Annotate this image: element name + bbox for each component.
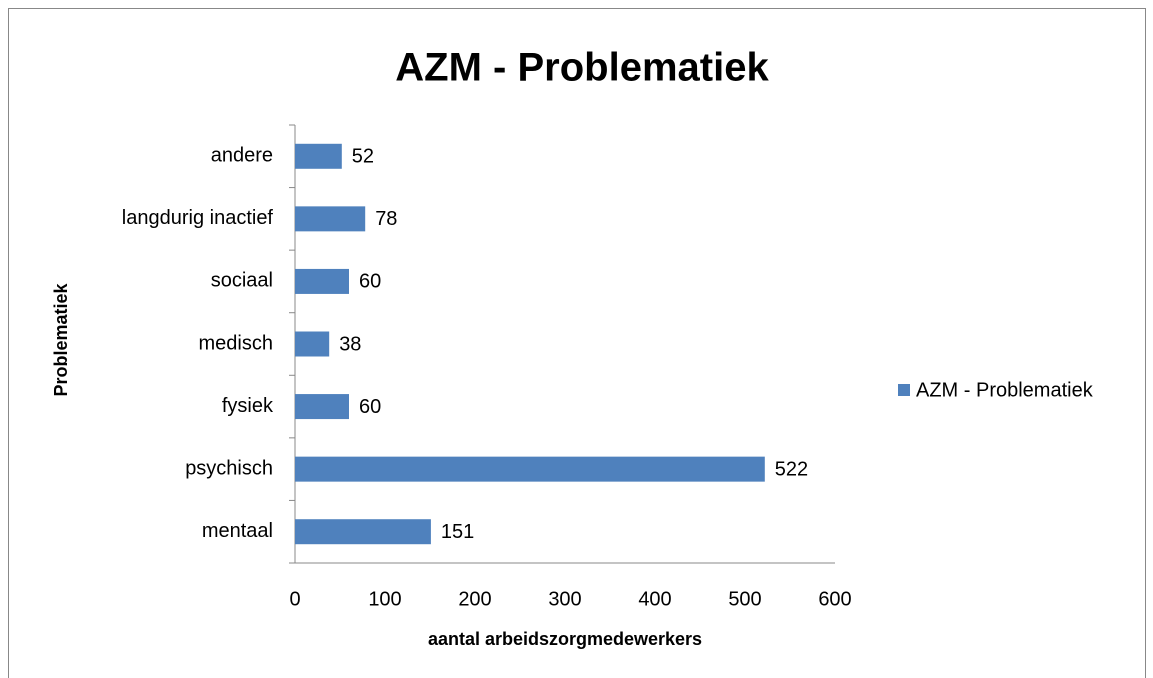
y-tick-label: sociaal bbox=[211, 270, 273, 292]
y-tick-label: medisch bbox=[199, 332, 273, 354]
bar bbox=[295, 394, 349, 420]
data-label: 78 bbox=[375, 208, 397, 230]
y-tick-label: fysiek bbox=[222, 395, 274, 417]
x-tick-label: 300 bbox=[548, 588, 581, 610]
bar bbox=[295, 206, 366, 232]
bar bbox=[295, 331, 330, 357]
data-label: 38 bbox=[339, 333, 361, 355]
x-tick-label: 200 bbox=[458, 588, 491, 610]
legend-label: AZM - Problematiek bbox=[916, 379, 1094, 401]
bar bbox=[295, 268, 349, 294]
x-tick-label: 600 bbox=[818, 588, 851, 610]
y-tick-label: psychisch bbox=[185, 457, 273, 479]
bar bbox=[295, 143, 342, 169]
y-tick-label: mentaal bbox=[202, 520, 273, 542]
bar bbox=[295, 456, 765, 482]
x-tick-label: 500 bbox=[728, 588, 761, 610]
data-label: 522 bbox=[775, 458, 808, 480]
data-label: 60 bbox=[359, 271, 381, 293]
chart-frame bbox=[8, 8, 1146, 678]
y-tick-label: andere bbox=[211, 145, 273, 167]
legend-swatch bbox=[898, 384, 910, 396]
x-tick-label: 400 bbox=[638, 588, 671, 610]
x-tick-label: 100 bbox=[368, 588, 401, 610]
y-axis-title: Problematiek bbox=[51, 282, 71, 396]
x-axis-title: aantal arbeidszorgmedewerkers bbox=[428, 629, 702, 649]
x-tick-label: 0 bbox=[289, 588, 300, 610]
data-label: 52 bbox=[352, 146, 374, 168]
data-label: 151 bbox=[441, 521, 474, 543]
data-label: 60 bbox=[359, 396, 381, 418]
bar bbox=[295, 519, 431, 545]
y-tick-label: langdurig inactief bbox=[122, 207, 274, 229]
chart-title: AZM - Problematiek bbox=[395, 46, 769, 90]
